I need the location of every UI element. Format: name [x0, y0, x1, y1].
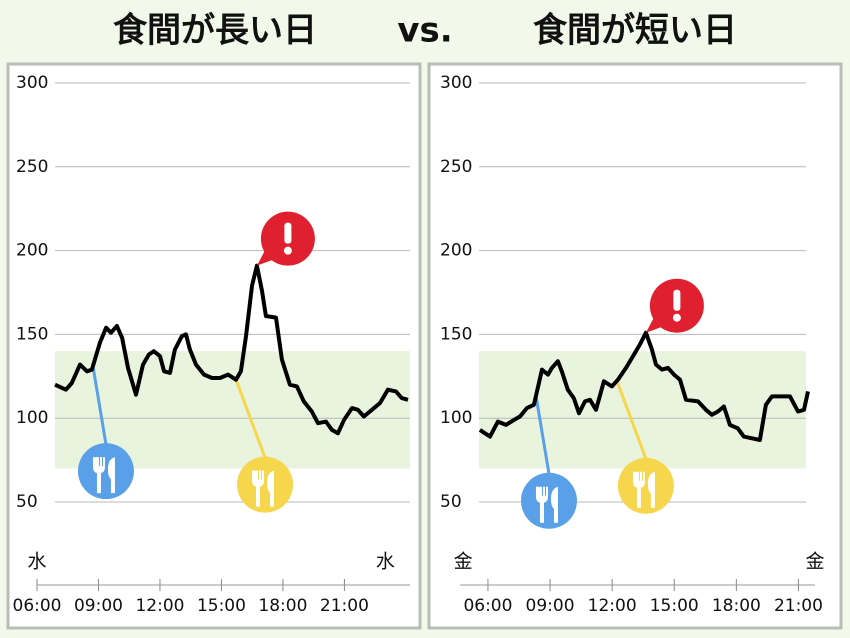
- alert-bar: [284, 222, 292, 244]
- y-tick-label: 50: [16, 492, 38, 512]
- meal-connector: [234, 379, 267, 459]
- knife: [550, 486, 558, 523]
- fork: [632, 471, 645, 508]
- meal-markers: [77, 365, 294, 513]
- title-vs: vs.: [397, 11, 452, 51]
- alert-icon: [256, 211, 315, 266]
- glucose-line: [54, 263, 409, 436]
- fork: [535, 486, 548, 523]
- day-label: 水: [376, 551, 395, 573]
- alert-tail: [645, 315, 665, 333]
- alert-icon: [645, 278, 704, 333]
- meal-connector: [615, 380, 648, 460]
- meal-circle: [617, 457, 674, 514]
- meal-circle: [77, 443, 134, 500]
- knife: [107, 457, 115, 494]
- alert-bar: [673, 289, 681, 311]
- y-tick-label: 300: [16, 73, 48, 93]
- meal-icon: [520, 472, 577, 529]
- x-tick-label: 18:00: [712, 596, 761, 616]
- y-tick-label: 150: [16, 324, 48, 344]
- glucose-line: [478, 330, 810, 442]
- y-tick-label: 150: [440, 324, 472, 344]
- meal-icon: [617, 457, 674, 514]
- panel: [6, 62, 422, 630]
- meal-markers: [520, 380, 674, 529]
- day-label: 金: [805, 551, 824, 573]
- y-tick-label: 200: [440, 241, 472, 261]
- y-tick-label: 250: [16, 157, 48, 177]
- panel: [427, 62, 843, 630]
- x-tick-label: 06:00: [13, 596, 62, 616]
- x-tick-label: 15:00: [197, 596, 246, 616]
- meal-connector: [534, 395, 551, 475]
- meal-icon: [237, 456, 294, 513]
- title-left: 食間が長い日: [113, 11, 317, 51]
- y-tick-label: 200: [16, 241, 48, 261]
- x-tick-label: 12:00: [135, 596, 184, 616]
- meal-circle: [237, 456, 294, 513]
- y-tick-label: 250: [440, 157, 472, 177]
- x-tick-label: 09:00: [526, 596, 575, 616]
- alert-dot: [672, 313, 681, 322]
- alert-dot: [283, 246, 292, 255]
- day-label: 金: [454, 551, 473, 573]
- x-tick-label: 21:00: [774, 596, 823, 616]
- fork: [252, 470, 265, 507]
- title-right: 食間が短い日: [533, 11, 737, 51]
- meal-icon: [77, 443, 134, 500]
- x-tick-label: 21:00: [320, 596, 369, 616]
- x-tick-label: 09:00: [74, 596, 123, 616]
- y-tick-label: 50: [440, 492, 462, 512]
- y-tick-label: 100: [440, 408, 472, 428]
- x-tick-label: 06:00: [463, 596, 512, 616]
- fork: [92, 457, 105, 494]
- x-tick-label: 15:00: [650, 596, 699, 616]
- x-tick-label: 12:00: [588, 596, 637, 616]
- y-tick-label: 100: [16, 408, 48, 428]
- x-tick-label: 18:00: [258, 596, 307, 616]
- meal-circle: [520, 472, 577, 529]
- day-label: 水: [27, 551, 46, 573]
- alert-tail: [256, 248, 276, 266]
- y-tick-label: 300: [440, 73, 472, 93]
- knife: [267, 470, 275, 507]
- meal-connector: [91, 365, 108, 445]
- knife: [647, 471, 655, 508]
